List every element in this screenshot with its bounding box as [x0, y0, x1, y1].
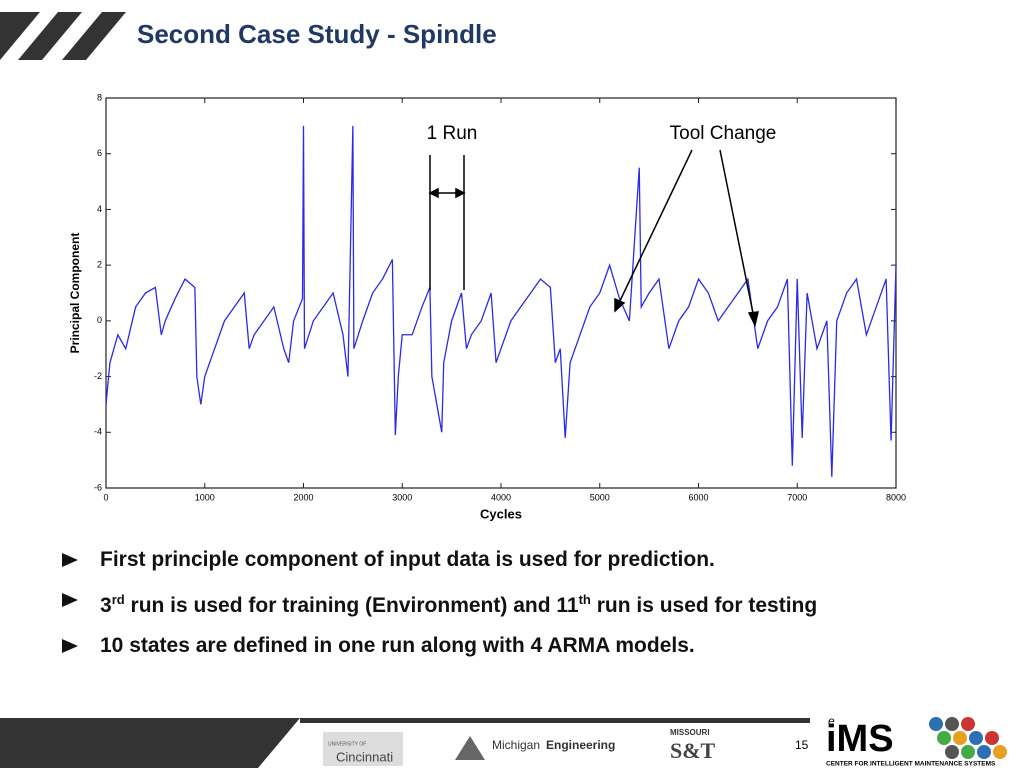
annotation: 1 Run	[427, 123, 478, 144]
slide-title: Second Case Study - Spindle	[137, 19, 497, 49]
y-axis-label: Principal Component	[68, 233, 82, 354]
logo-text: Michigan	[492, 738, 540, 752]
bullet-marker	[62, 593, 78, 607]
data-line	[105, 125, 897, 477]
x-tick-label: 0	[103, 492, 108, 502]
bullet-text: th	[578, 592, 591, 607]
bullet: 10 states are defined in one run along w…	[62, 630, 962, 661]
annotation-shapes	[428, 149, 759, 328]
x-tick-label: 3000	[392, 492, 412, 502]
logo-text: e	[828, 714, 835, 728]
logo-text: S&T	[670, 738, 716, 763]
header-stripes	[0, 12, 126, 60]
bullet: 3rd run is used for training (Environmen…	[62, 584, 962, 621]
logo-text: iMS	[826, 718, 894, 760]
y-tick-label: 6	[97, 148, 102, 158]
plot-frame	[105, 97, 897, 489]
x-tick-label: 2000	[293, 492, 313, 502]
logo-text: Cincinnati	[336, 749, 393, 764]
logo-text: UNIVERSITY OF	[328, 741, 366, 747]
hex-logo	[929, 717, 1007, 759]
y-tick-label: 8	[97, 92, 102, 102]
bullet-marker	[62, 639, 78, 653]
y-tick-label: 2	[97, 260, 102, 270]
footer-line	[300, 718, 810, 723]
bullet-text: rd	[111, 592, 125, 607]
y-tick-label: 4	[97, 204, 102, 214]
bullet-list: First principle component of input data …	[62, 544, 962, 670]
y-tick-label: -2	[94, 371, 102, 381]
x-tick-label: 7000	[787, 492, 807, 502]
bullet-text: First principle component of input data …	[100, 548, 715, 571]
page-number: 15	[795, 738, 809, 752]
y-tick-label: -6	[94, 482, 102, 492]
x-tick-label: 4000	[491, 492, 511, 502]
annotation: Tool Change	[670, 123, 777, 144]
bullet-text: 10 states are defined in one run along w…	[100, 634, 695, 657]
x-tick-label: 5000	[590, 492, 610, 502]
x-tick-label: 1000	[195, 492, 215, 502]
bullet-marker	[62, 553, 78, 567]
bullet-text: run is used for training (Environment) a…	[124, 594, 579, 617]
x-tick-label: 8000	[886, 492, 906, 502]
michigan-icon	[455, 736, 485, 760]
logo-text: MISSOURI	[670, 728, 710, 737]
x-tick-label: 6000	[688, 492, 708, 502]
x-axis-label: Cycles	[480, 506, 522, 521]
bullet: First principle component of input data …	[62, 544, 962, 575]
footer-bar	[0, 718, 300, 768]
y-tick-label: -4	[94, 427, 102, 437]
uc-logo	[323, 732, 403, 766]
chart: 0 1000 2000 3000 4000 5000 6000 7000 8000 -6 -4 -2 0…	[68, 92, 906, 521]
bullet-text: run is used for testing	[590, 594, 818, 617]
logo-text: Engineering	[546, 738, 615, 752]
logo-text: CENTER FOR INTELLIGENT MAINTENANCE SYSTE…	[826, 761, 996, 768]
y-tick-label: 0	[97, 315, 102, 325]
bullet-text: 3	[100, 594, 112, 617]
